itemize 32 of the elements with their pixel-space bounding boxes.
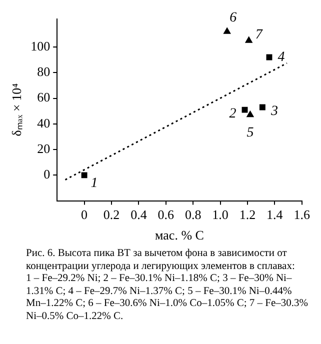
annotation: 7 — [255, 27, 264, 42]
point — [245, 36, 252, 43]
x-axis-title: мас. % C — [155, 228, 204, 243]
y-tick-label: 100 — [30, 38, 50, 54]
x-tick-label: 0.8 — [184, 207, 202, 222]
x-tick-label: 1.2 — [239, 207, 256, 222]
y-axis-title: δₘₐₓ × 10⁴ — [9, 82, 24, 136]
x-tick-label: 1.0 — [212, 207, 228, 222]
y-tick-label: 40 — [37, 115, 50, 130]
x-tick-label: 1.4 — [266, 207, 284, 222]
annotation: 1 — [90, 176, 98, 191]
x-tick-label: 0.6 — [158, 207, 175, 222]
point — [246, 110, 254, 118]
y-tick-label: 0 — [44, 166, 50, 182]
x-tick-label: 1.6 — [294, 207, 310, 222]
point — [242, 106, 248, 113]
annotation: 3 — [270, 104, 278, 119]
x-tick-label: 0 — [81, 207, 88, 222]
point — [224, 28, 231, 34]
y-tick-label: 20 — [37, 140, 50, 156]
y-tick-label: 80 — [37, 64, 50, 80]
point — [259, 104, 266, 110]
text: Рис. 6. Высота пика ВТ за вычетом фона в зависимости от концентрации углерода и легирующих элементов в сплавах: — [26, 248, 296, 273]
annotation: 5 — [246, 126, 254, 141]
annotation: 6 — [230, 10, 237, 26]
x-tick-label: 0.2 — [103, 207, 120, 222]
point — [81, 172, 88, 178]
text: 1 – Fe–29.2% Ni; 2 – Fe–30.1% Ni–1.18% C; 3 – Fe–30% Ni–1.31% C; 4 – Fe–29.7% Ni–1.37% C; 5 – Fe–30.1% Ni–0.44% Mn–1.22% C; 6 – Fe–30.6% Ni–1.0% Co–1.05% C; 7 – Fe–30.3% Ni–0.5% Co–1.22% C. — [26, 273, 310, 323]
x-tick-label: 0.4 — [130, 207, 148, 222]
annotation: 4 — [278, 50, 285, 65]
y-tick-label: 60 — [37, 90, 50, 105]
annotation: 2 — [229, 106, 236, 122]
